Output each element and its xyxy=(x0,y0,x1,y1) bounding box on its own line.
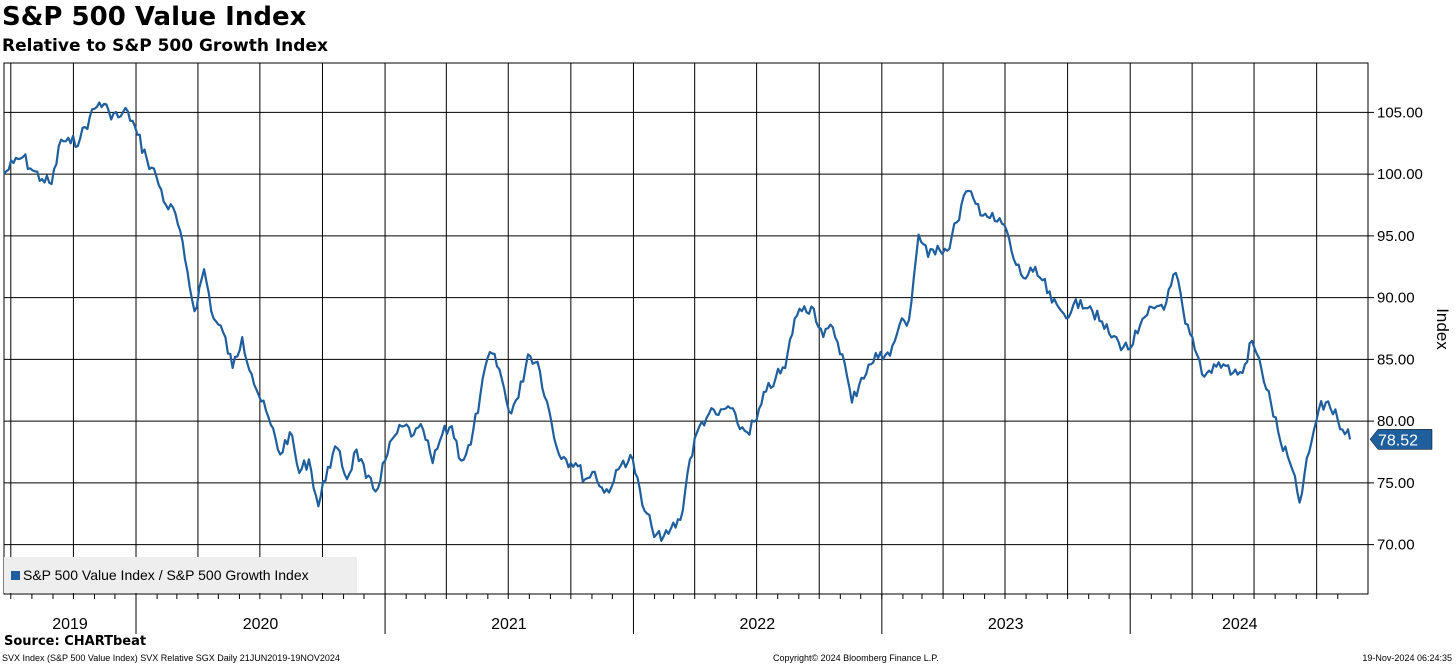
y-tick-label: 80.00 xyxy=(1377,413,1415,430)
x-year-label: 2021 xyxy=(491,616,527,633)
series-line xyxy=(3,101,1352,542)
x-year-label: 2024 xyxy=(1222,616,1258,633)
y-tick-label: 85.00 xyxy=(1377,351,1415,368)
source-note: Source: CHARTbeat xyxy=(4,634,147,649)
footer-security-info: SVX Index (S&P 500 Value Index) SVX Rela… xyxy=(2,653,340,663)
y-tick-label: 90.00 xyxy=(1377,290,1415,307)
plot-area xyxy=(3,62,1369,595)
legend-swatch xyxy=(11,571,20,580)
last-value-box xyxy=(1369,429,1433,450)
x-year-label: 2020 xyxy=(243,616,279,633)
y-tick-label: 100.00 xyxy=(1377,166,1423,183)
y-tick-label: 75.00 xyxy=(1377,475,1415,492)
chart-legend: S&P 500 Value Index / S&P 500 Growth Ind… xyxy=(4,557,357,593)
last-value-label: 78.52 xyxy=(1378,432,1418,449)
y-tick-label: 95.00 xyxy=(1377,228,1415,245)
footer-copyright: Copyright© 2024 Bloomberg Finance L.P. xyxy=(773,653,939,663)
legend-label: S&P 500 Value Index / S&P 500 Growth Ind… xyxy=(23,567,309,583)
chart-title: S&P 500 Value Index xyxy=(2,2,307,32)
y-axis-label: Index xyxy=(1433,308,1452,350)
chart-subtitle: Relative to S&P 500 Growth Index xyxy=(2,36,328,56)
x-year-label: 2019 xyxy=(52,616,88,633)
x-year-label: 2022 xyxy=(740,616,776,633)
footer-timestamp: 19-Nov-2024 06:24:35 xyxy=(1362,653,1452,663)
y-tick-label: 70.00 xyxy=(1377,537,1415,554)
x-year-label: 2023 xyxy=(988,616,1024,633)
y-tick-label: 105.00 xyxy=(1377,104,1423,121)
